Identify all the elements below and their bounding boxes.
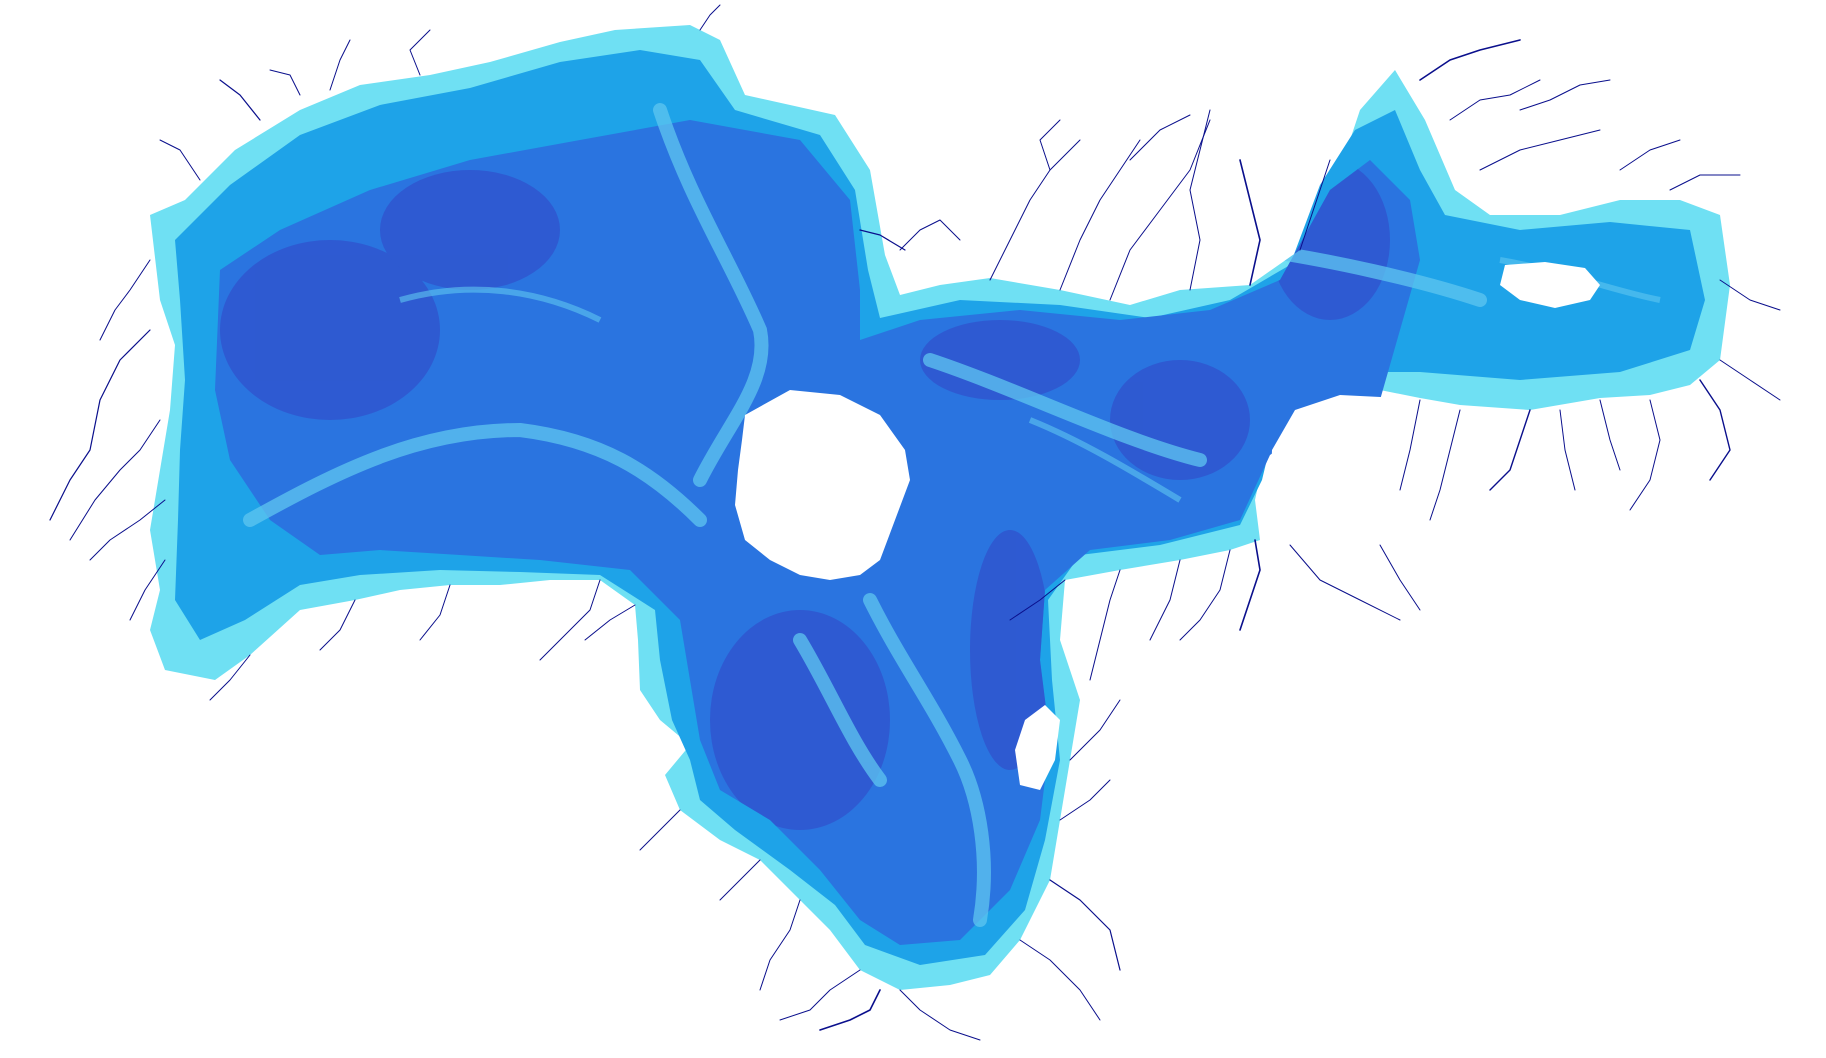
south-island <box>1015 705 1060 790</box>
southeast-island <box>1270 395 1445 555</box>
central-island <box>735 390 910 580</box>
river-network <box>49 4 1781 1041</box>
submerged-channels <box>243 103 1487 927</box>
east-island <box>1500 262 1600 308</box>
deepest-water-patches <box>220 160 1390 830</box>
